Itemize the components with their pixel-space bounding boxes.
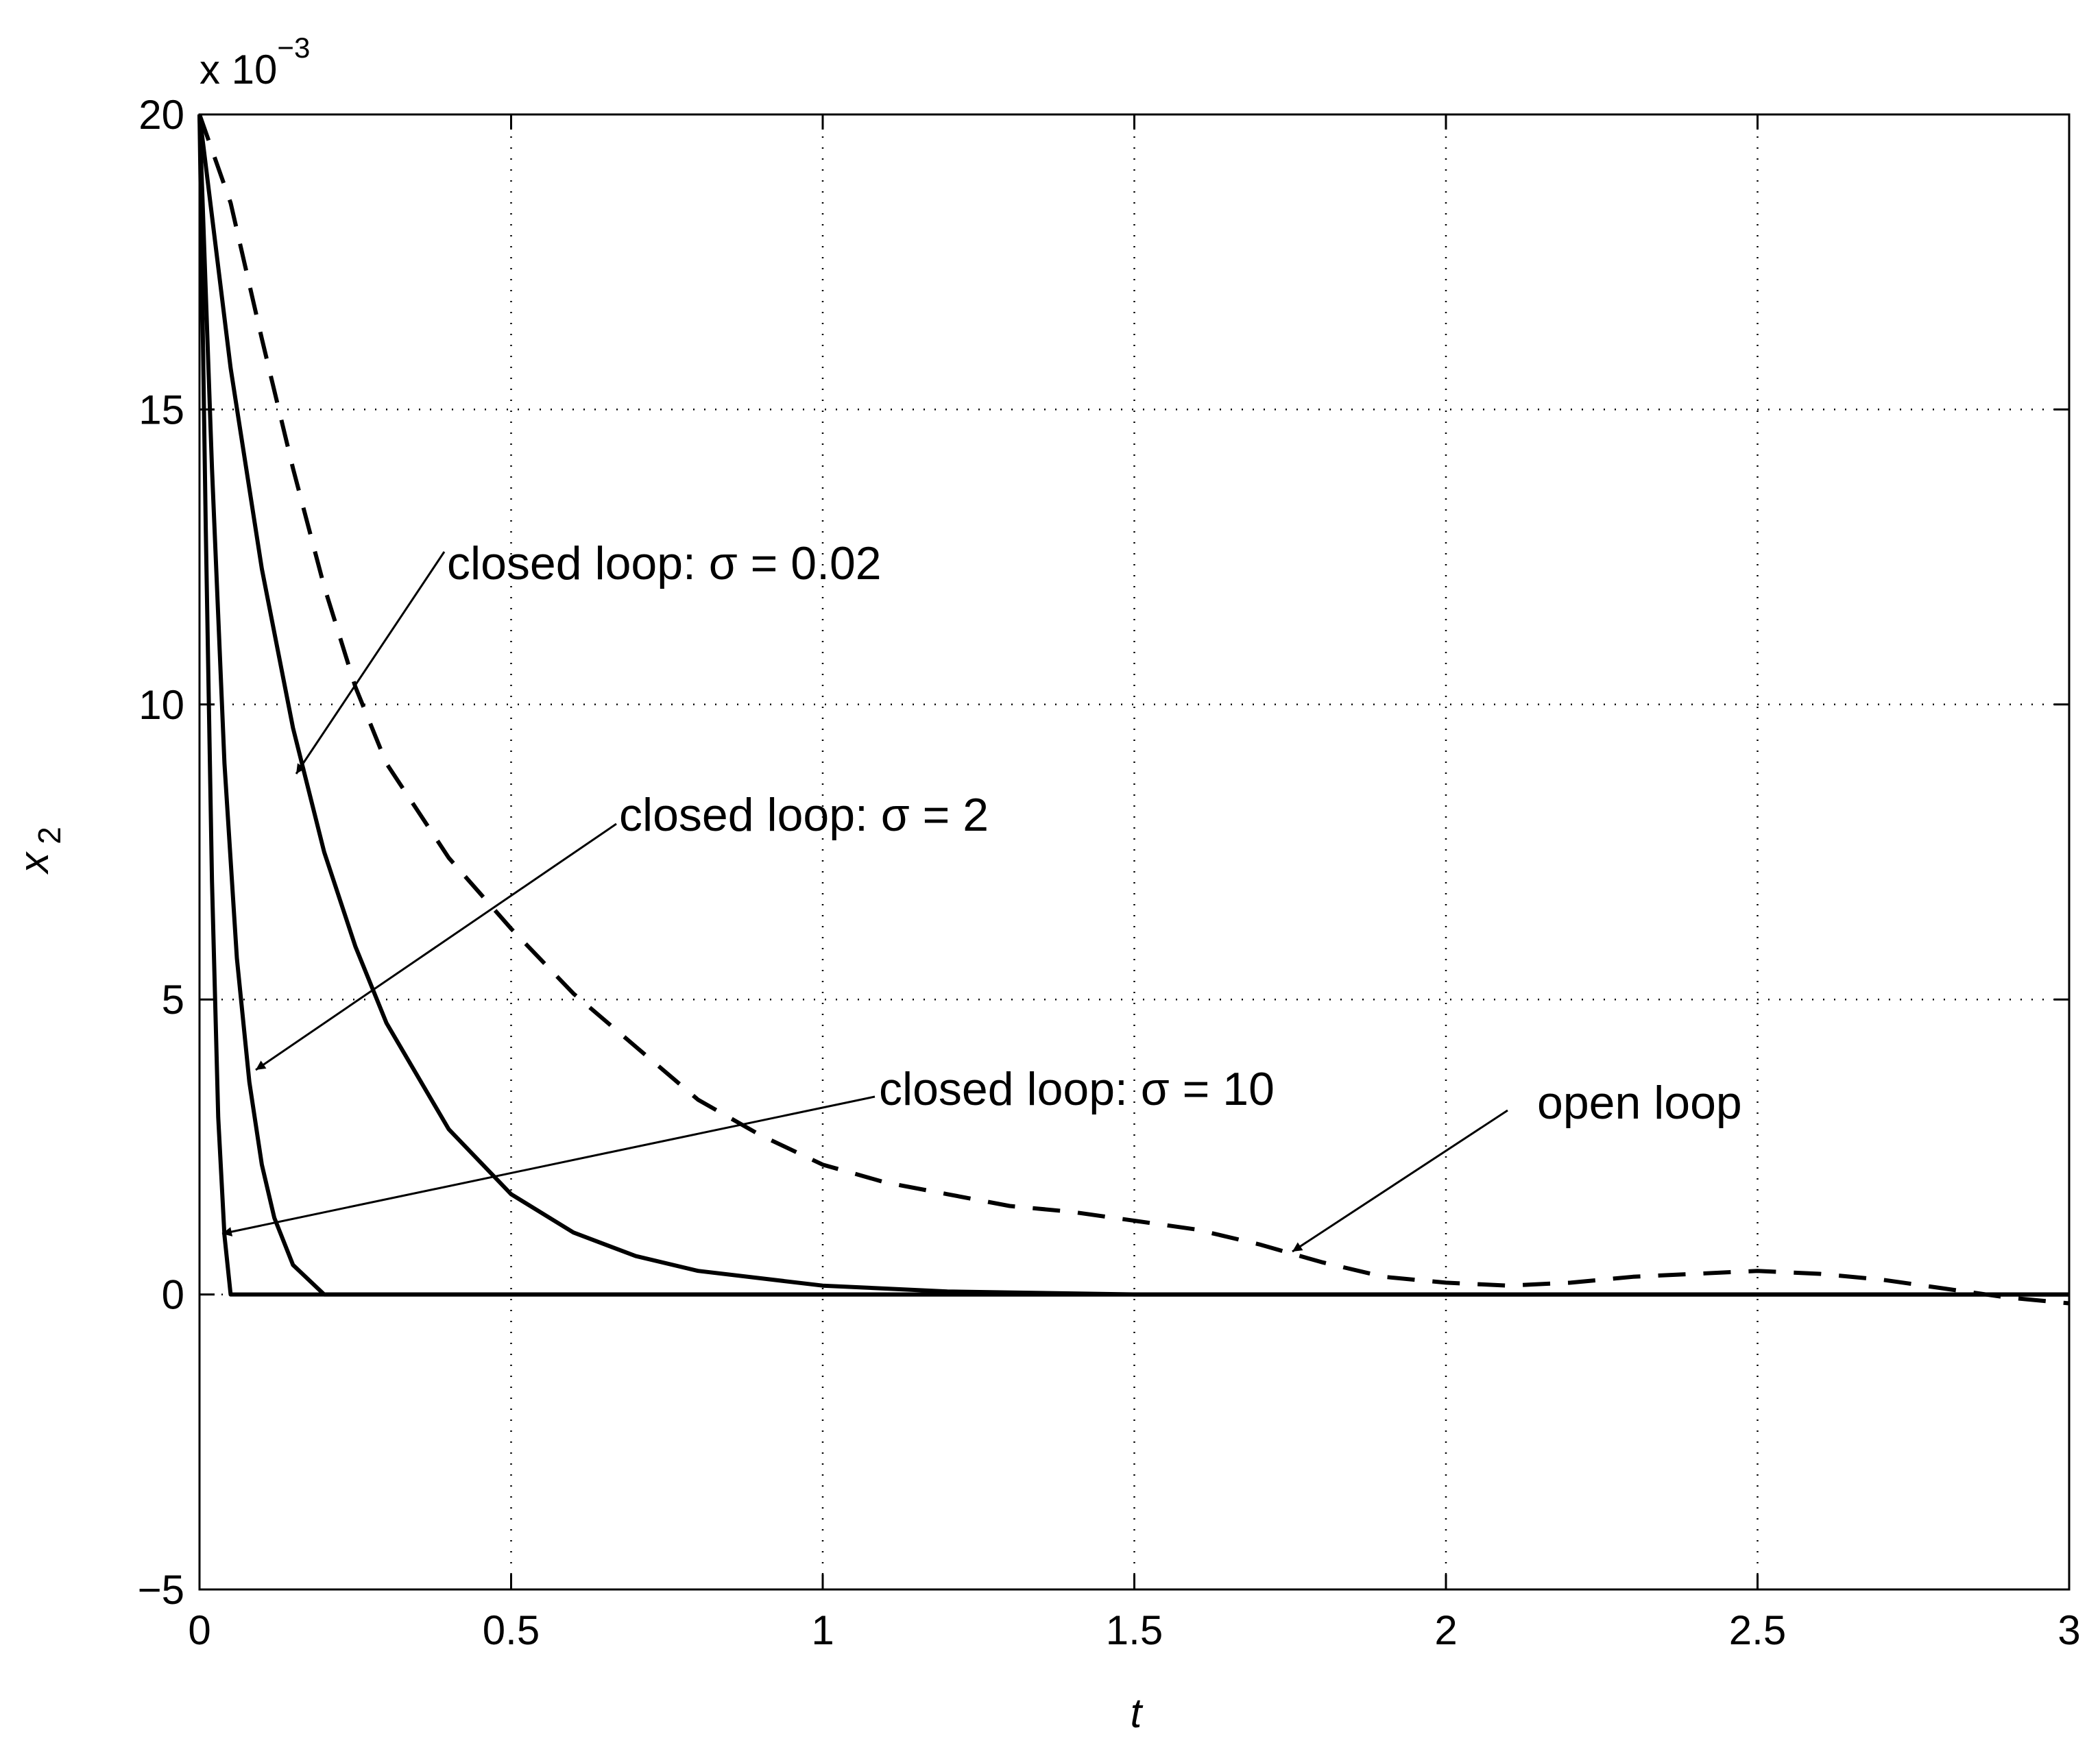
x-tick-label: 1.5 xyxy=(1106,1607,1163,1653)
x-tick-label: 1 xyxy=(811,1607,834,1653)
line-series xyxy=(197,114,2069,1297)
y-tick-label: 5 xyxy=(162,977,184,1023)
annotation: closed loop: σ = 0.02 xyxy=(447,537,882,589)
x-tick-label: 0 xyxy=(188,1607,210,1653)
annotation: open loop xyxy=(1537,1077,1742,1129)
y-tick-label: 10 xyxy=(138,682,184,728)
y-tick-label: −5 xyxy=(138,1567,184,1613)
annotation-arrow xyxy=(295,551,446,775)
axes-box xyxy=(198,113,2071,1591)
line-series xyxy=(197,114,2069,1297)
annotation: closed loop: σ = 10 xyxy=(879,1063,1275,1115)
annotation: closed loop: σ = 2 xyxy=(619,789,989,841)
y-axis-label: x2 xyxy=(11,827,67,875)
annotation-arrow xyxy=(221,1095,876,1236)
line-series xyxy=(197,114,2070,1306)
x-tick-label: 2.5 xyxy=(1729,1607,1786,1653)
x-tick-label: 2 xyxy=(1434,1607,1457,1653)
annotation-arrow xyxy=(255,822,617,1071)
x-tick-label: 3 xyxy=(2057,1607,2080,1653)
y-multiplier: x 10−3 xyxy=(200,32,310,93)
y-axis-label-subscript: 2 xyxy=(32,827,67,844)
y-tick-label: 15 xyxy=(138,387,184,432)
y-axis-label-main: x xyxy=(11,851,57,875)
x-axis-label: t xyxy=(1131,1690,1144,1736)
y-multiplier-base: x 10 xyxy=(200,47,277,93)
x-tick-label: 0.5 xyxy=(483,1607,540,1653)
y-tick-label: 0 xyxy=(162,1272,184,1318)
annotation-arrow xyxy=(1292,1109,1508,1253)
y-multiplier-exponent: −3 xyxy=(277,32,310,64)
y-tick-label: 20 xyxy=(138,92,184,138)
